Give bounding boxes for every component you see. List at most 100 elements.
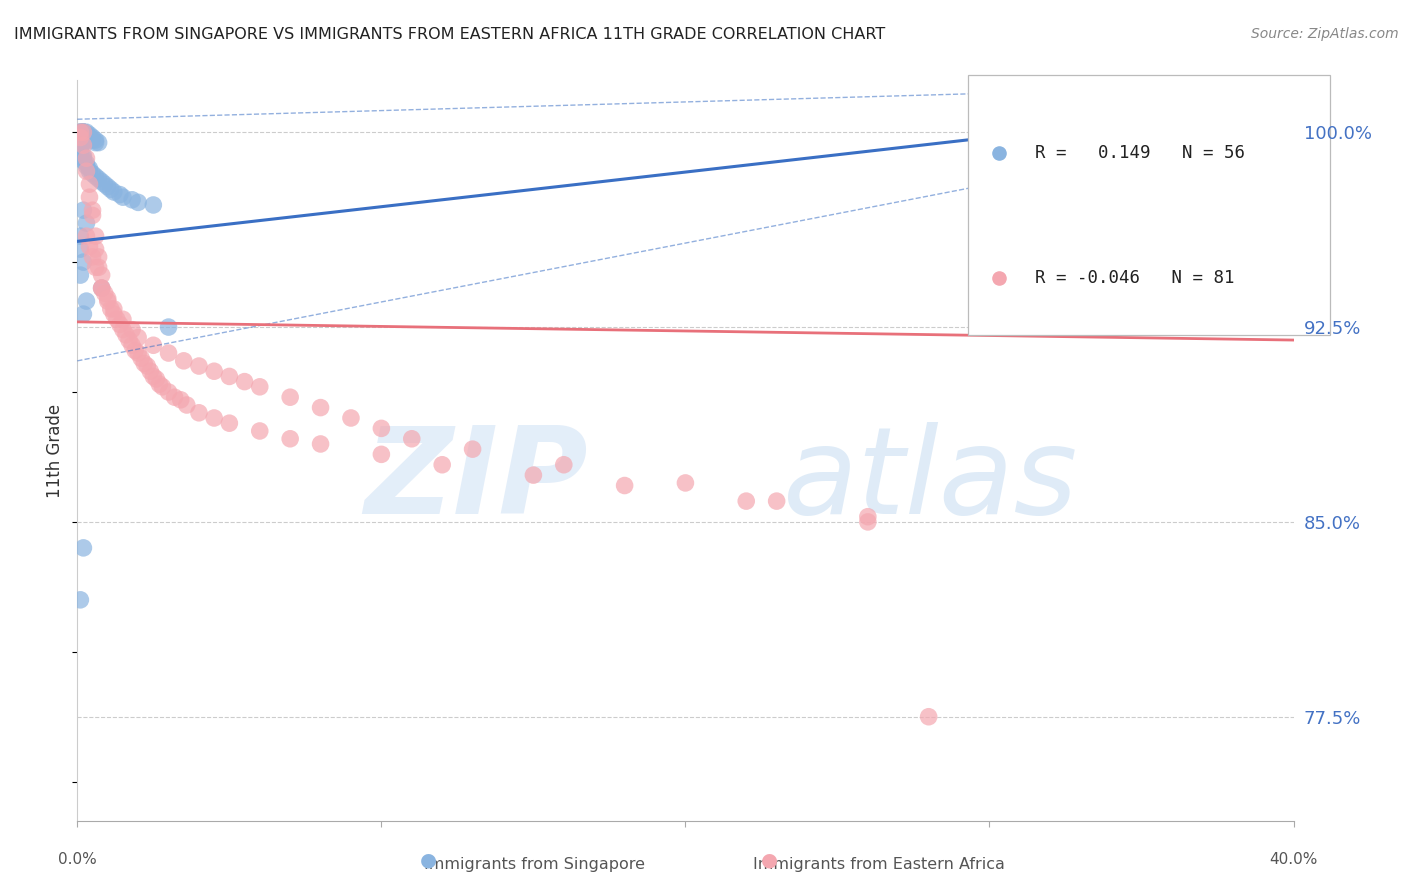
Point [108,187,131,202]
Point [188,406,211,420]
Point [233,375,256,389]
Point [69,268,91,282]
Point [157,346,180,360]
Point [72,203,94,218]
Point [134,356,156,370]
Text: Immigrants from Singapore: Immigrants from Singapore [423,857,645,872]
Point [148,377,170,392]
Point [87,136,110,150]
Text: Source: ZipAtlas.com: Source: ZipAtlas.com [1251,27,1399,41]
Point [90,281,112,295]
Point [69,125,91,139]
Point [103,185,125,199]
Point [735,494,758,508]
Point [72,307,94,321]
Point [84,260,107,275]
Point [69,141,91,155]
Text: Immigrants from Eastern Africa: Immigrants from Eastern Africa [752,857,1005,872]
Point [278,390,301,404]
FancyBboxPatch shape [969,75,1330,334]
Point [987,146,1010,161]
Point [97,292,120,306]
Point [111,190,134,204]
Point [84,133,107,147]
Point [115,327,138,342]
Point [111,312,134,326]
Point [176,398,198,412]
Point [72,128,94,142]
Point [72,125,94,139]
Point [100,301,122,316]
Point [87,250,110,264]
Point [82,133,104,147]
Point [370,447,392,461]
Point [69,130,91,145]
Point [79,190,101,204]
Point [370,421,392,435]
Point [75,216,97,230]
Point [72,541,94,555]
Point [127,330,149,344]
Point [75,130,97,145]
Point [522,468,544,483]
Point [75,229,97,244]
Point [69,229,91,244]
Point [87,172,110,186]
Point [987,270,1010,285]
Point [170,392,193,407]
Point [103,301,125,316]
Point [127,195,149,210]
Point [100,182,122,196]
Point [69,242,91,256]
Point [97,294,120,309]
Point [142,198,165,212]
Text: IMMIGRANTS FROM SINGAPORE VS IMMIGRANTS FROM EASTERN AFRICA 11TH GRADE CORRELATI: IMMIGRANTS FROM SINGAPORE VS IMMIGRANTS … [14,27,886,42]
Point [90,281,112,295]
Point [202,411,225,425]
Point [69,592,91,607]
Point [75,294,97,309]
Point [136,359,159,373]
Point [75,128,97,142]
Text: 0.0%: 0.0% [58,852,97,867]
Point [218,416,240,430]
Point [72,151,94,165]
Point [111,323,134,337]
Point [157,320,180,334]
Point [163,390,186,404]
Point [79,133,101,147]
Point [553,458,575,472]
Point [401,432,423,446]
Point [145,372,167,386]
Point [84,229,107,244]
Point [84,242,107,256]
Point [309,437,332,451]
Point [188,359,211,373]
Point [152,380,174,394]
Point [142,369,165,384]
Point [69,125,91,139]
Point [72,125,94,139]
Point [103,307,125,321]
Point [218,369,240,384]
Point [278,432,301,446]
Point [90,281,112,295]
Point [129,351,152,366]
Point [79,177,101,191]
Point [202,364,225,378]
Point [79,239,101,253]
Point [69,144,91,158]
Point [613,478,636,492]
Point [72,125,94,139]
Point [105,312,128,326]
Point [84,136,107,150]
Point [93,177,115,191]
Point [79,164,101,178]
Point [72,148,94,162]
Text: 40.0%: 40.0% [1270,852,1317,867]
Point [97,179,120,194]
Point [69,125,91,139]
Point [249,424,271,438]
Point [87,260,110,275]
Point [173,354,195,368]
